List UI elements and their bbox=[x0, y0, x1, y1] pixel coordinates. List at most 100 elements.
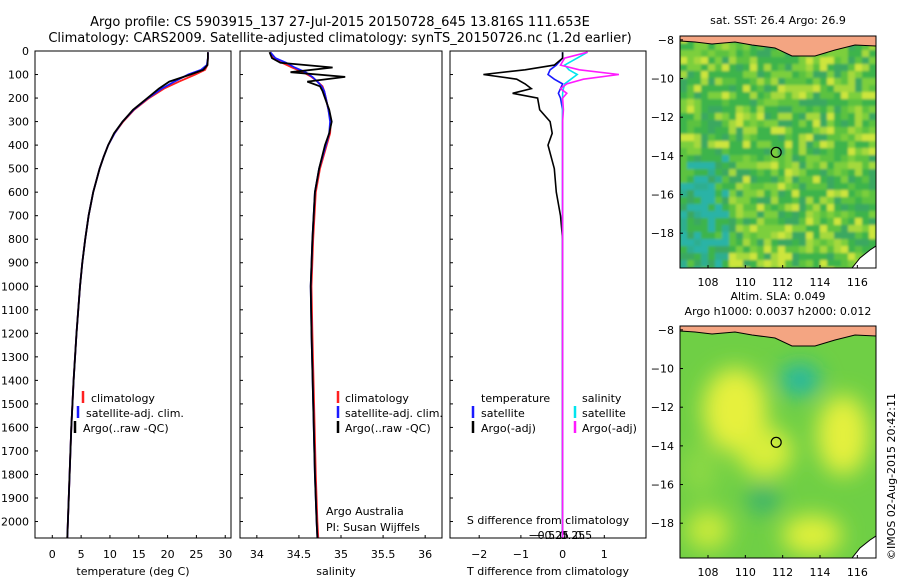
sal-xtick-label: 34.5 bbox=[287, 548, 312, 561]
sst-map-cell bbox=[694, 197, 701, 204]
sst-map-cell bbox=[820, 260, 827, 267]
salinity-frame bbox=[239, 50, 443, 539]
sst-map-cell bbox=[785, 120, 792, 127]
sst-map-cell bbox=[680, 134, 687, 141]
sst-map-cell bbox=[813, 85, 820, 92]
map-xtick-label: 112 bbox=[772, 276, 793, 289]
sst-map-cell bbox=[694, 50, 701, 57]
sst-map-cell bbox=[862, 120, 869, 127]
sst-map-cell bbox=[757, 239, 764, 246]
sst-map-cell bbox=[869, 141, 876, 148]
sst-map-cell bbox=[813, 162, 820, 169]
sst-map-cell bbox=[722, 232, 729, 239]
map-xtick-label: 116 bbox=[847, 566, 868, 579]
sst-map-cell bbox=[869, 155, 876, 162]
sal-legend-satellite-label: satellite-adj. clim. bbox=[345, 407, 443, 420]
sst-map-cell bbox=[771, 78, 778, 85]
sst-map-cell bbox=[820, 225, 827, 232]
sst-map-land bbox=[680, 36, 876, 57]
sst-map-cell bbox=[680, 260, 687, 267]
sst-map-cell bbox=[736, 260, 743, 267]
sst-map-cell bbox=[715, 260, 722, 267]
sst-map-cell bbox=[757, 246, 764, 253]
sst-map-cell bbox=[841, 225, 848, 232]
sst-map-cell bbox=[694, 169, 701, 176]
sst-map-cell bbox=[750, 43, 757, 50]
temperature-legend: climatology satellite-adj. clim. Argo(..… bbox=[73, 391, 184, 435]
sst-map-cell bbox=[841, 155, 848, 162]
sst-map-cell bbox=[680, 57, 687, 64]
sst-map-cell bbox=[855, 92, 862, 99]
header-line-1: Argo profile: CS 5903915_137 27-Jul-2015… bbox=[90, 15, 590, 30]
map-ytick-label: −12 bbox=[651, 401, 674, 414]
sst-map-cell bbox=[722, 113, 729, 120]
sst-map-cell bbox=[736, 85, 743, 92]
sst-map-cell bbox=[694, 43, 701, 50]
sst-map-cell bbox=[778, 218, 785, 225]
sst-map-cell bbox=[694, 148, 701, 155]
sst-map-cell bbox=[729, 190, 736, 197]
sst-map-cell bbox=[771, 169, 778, 176]
sst-map-cell bbox=[806, 176, 813, 183]
map-xtick-label: 110 bbox=[735, 566, 756, 579]
sst-map-cell bbox=[757, 253, 764, 260]
sst-map-cell bbox=[813, 134, 820, 141]
sst-map-cell bbox=[771, 106, 778, 113]
sst-map-cell bbox=[834, 148, 841, 155]
sst-map-cell bbox=[855, 85, 862, 92]
sst-map-cell bbox=[834, 78, 841, 85]
sst-map-cell bbox=[687, 190, 694, 197]
sst-map-cell bbox=[715, 218, 722, 225]
sst-map-cell bbox=[848, 218, 855, 225]
sst-map-cell bbox=[799, 71, 806, 78]
sst-map-cell bbox=[848, 197, 855, 204]
sst-map-cell bbox=[771, 57, 778, 64]
sst-map-cell bbox=[701, 190, 708, 197]
sst-map-cell bbox=[848, 176, 855, 183]
sst-map-cell bbox=[771, 218, 778, 225]
sst-map-cell bbox=[694, 120, 701, 127]
diff-stick-label: 0.5 bbox=[575, 529, 593, 542]
map-ytick-label: −14 bbox=[651, 440, 674, 453]
sst-map-cell bbox=[729, 134, 736, 141]
sst-map-cell bbox=[722, 246, 729, 253]
sst-map-cell bbox=[743, 134, 750, 141]
sst-map-cell bbox=[687, 253, 694, 260]
salinity-xticks: 34 34.5 35 35.5 36 bbox=[250, 535, 432, 561]
sst-map-cell bbox=[701, 57, 708, 64]
sst-map-cell bbox=[785, 204, 792, 211]
sst-map-cell bbox=[778, 225, 785, 232]
sst-map-cell bbox=[708, 99, 715, 106]
sst-map-cell bbox=[722, 92, 729, 99]
sst-map-cell bbox=[855, 162, 862, 169]
temp-ytick-label: 1100 bbox=[1, 304, 29, 317]
sst-map-cell bbox=[785, 113, 792, 120]
sst-map-cell bbox=[792, 155, 799, 162]
sst-map-cell bbox=[820, 106, 827, 113]
sst-map-cell bbox=[687, 71, 694, 78]
sst-map-cell bbox=[841, 71, 848, 78]
sst-map-cell bbox=[862, 78, 869, 85]
sst-map-cell bbox=[820, 141, 827, 148]
sst-map-cell bbox=[750, 239, 757, 246]
sst-map-cell bbox=[806, 239, 813, 246]
sst-map-cell bbox=[813, 92, 820, 99]
sst-map-cell bbox=[736, 71, 743, 78]
sst-map-cell bbox=[680, 218, 687, 225]
sst-map-cell bbox=[680, 71, 687, 78]
sst-map-cell bbox=[771, 246, 778, 253]
sst-map-cell bbox=[757, 204, 764, 211]
sst-map-cell bbox=[722, 183, 729, 190]
sst-map-cell bbox=[813, 64, 820, 71]
sst-map-cell bbox=[813, 127, 820, 134]
sst-map-cell bbox=[715, 148, 722, 155]
sst-map-cell bbox=[743, 204, 750, 211]
sst-map-cell bbox=[785, 169, 792, 176]
diff-xtick-label: 0 bbox=[559, 548, 566, 561]
map-xtick-label: 114 bbox=[810, 566, 831, 579]
sst-map-cell bbox=[869, 197, 876, 204]
sst-map-cell bbox=[771, 211, 778, 218]
sst-map-cell bbox=[820, 239, 827, 246]
sst-map-cell bbox=[785, 64, 792, 71]
sst-map-cell bbox=[687, 260, 694, 267]
